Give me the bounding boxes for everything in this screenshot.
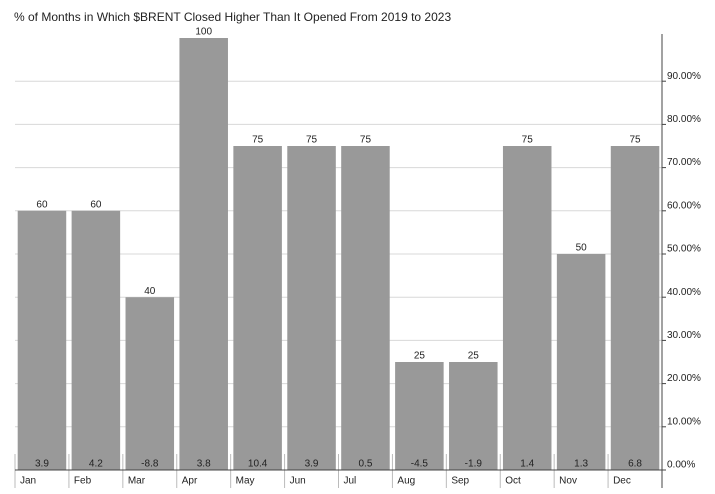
chart-title: % of Months in Which $BRENT Closed Highe… (14, 10, 451, 24)
bottom-value-label: -1.9 (465, 459, 483, 470)
bar (395, 362, 444, 470)
bar (125, 297, 175, 470)
x-tick-label: Sep (451, 476, 469, 487)
y-tick-label: 0.00% (667, 460, 695, 471)
bar (17, 210, 67, 471)
x-tick-label: Jul (344, 476, 357, 487)
bottom-value-label: 1.4 (520, 459, 534, 470)
y-tick-label: 60.00% (667, 200, 701, 211)
bottom-value-label: 10.4 (248, 459, 268, 470)
bottom-value-label: 1.3 (574, 459, 588, 470)
x-tick-label: Jan (20, 476, 36, 487)
bar (233, 146, 282, 470)
value-label: 75 (306, 135, 318, 146)
x-tick-label: Oct (505, 476, 521, 487)
value-label: 25 (468, 351, 480, 362)
bar (179, 38, 228, 470)
bottom-value-label: 6.8 (628, 459, 642, 470)
value-label: 75 (522, 135, 534, 146)
value-label: 75 (360, 135, 372, 146)
bar (287, 146, 336, 470)
x-tick-label: Dec (613, 476, 631, 487)
value-label: 50 (576, 243, 588, 254)
x-tick-label: Nov (559, 476, 577, 487)
bottom-value-label: 3.8 (197, 459, 211, 470)
bar (556, 254, 606, 470)
value-label: 60 (90, 199, 102, 210)
value-label: 75 (252, 135, 264, 146)
bar (449, 362, 498, 470)
value-label: 60 (36, 199, 48, 210)
bar (341, 146, 390, 470)
y-tick-label: 20.00% (667, 373, 701, 384)
x-tick-label: Jun (290, 476, 306, 487)
value-label: 25 (414, 351, 426, 362)
bottom-value-label: -4.5 (411, 459, 429, 470)
value-label: 40 (144, 286, 156, 297)
x-tick-label: Apr (182, 476, 198, 487)
value-label: 75 (629, 135, 641, 146)
y-tick-label: 40.00% (667, 287, 701, 298)
y-tick-label: 30.00% (667, 330, 701, 341)
value-label: 100 (195, 27, 212, 38)
bottom-value-label: 3.9 (35, 459, 49, 470)
y-tick-label: 70.00% (667, 157, 701, 168)
bottom-value-label: 3.9 (305, 459, 319, 470)
bar (610, 146, 660, 470)
y-tick-label: 80.00% (667, 114, 701, 125)
bottom-value-label: 4.2 (89, 459, 103, 470)
bottom-value-label: -8.8 (141, 459, 159, 470)
x-tick-label: Aug (397, 476, 415, 487)
bottom-value-label: 0.5 (359, 459, 373, 470)
y-tick-label: 10.00% (667, 416, 701, 427)
x-tick-label: May (236, 476, 255, 487)
y-tick-label: 90.00% (667, 71, 701, 82)
y-tick-label: 50.00% (667, 244, 701, 255)
x-tick-label: Mar (128, 476, 146, 487)
bar (502, 146, 552, 470)
x-tick-label: Feb (74, 476, 92, 487)
bar (71, 210, 121, 471)
